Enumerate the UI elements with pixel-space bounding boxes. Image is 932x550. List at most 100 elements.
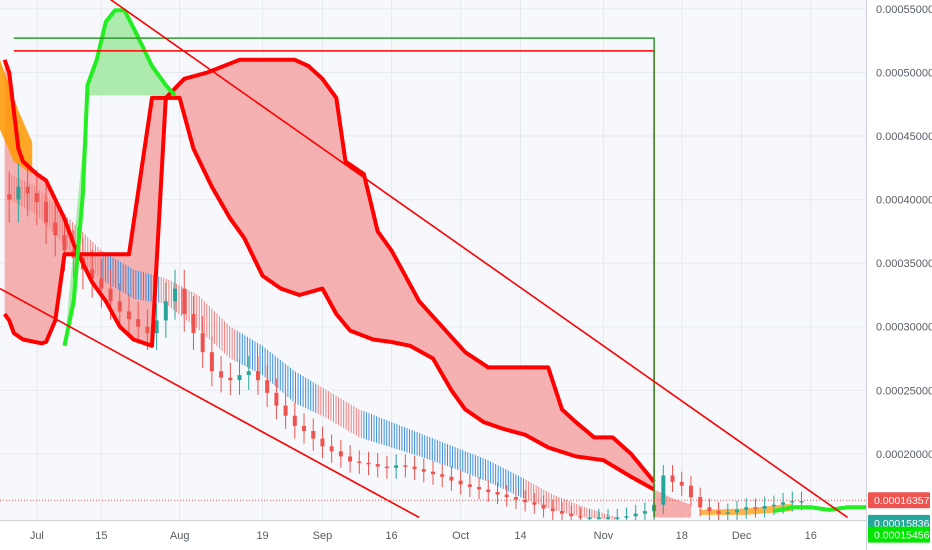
- x-tick-label: 16: [805, 530, 817, 542]
- y-tick-label: 0.00045000: [876, 131, 932, 143]
- candle-body: [495, 492, 500, 495]
- candle-body: [117, 301, 122, 312]
- candle-body: [762, 506, 767, 509]
- candle-body: [513, 497, 518, 500]
- candle-body: [421, 469, 426, 472]
- y-tick-label: 0.00030000: [876, 322, 932, 334]
- candle-body: [320, 438, 325, 447]
- candle-body: [173, 288, 178, 302]
- cloud-line-upper: [2, 57, 656, 484]
- lines-layer: [0, 0, 866, 519]
- candle-body: [255, 371, 260, 381]
- candle-body: [440, 474, 445, 477]
- candle-body: [237, 375, 242, 381]
- candle-body: [219, 371, 224, 378]
- candle-body: [559, 511, 564, 514]
- candle-body: [744, 507, 749, 510]
- cloud-fill-green: [64, 10, 176, 346]
- candle-body: [403, 465, 408, 467]
- candle-body: [486, 489, 491, 493]
- candle-body: [633, 513, 638, 517]
- x-tick-label: 19: [256, 530, 268, 542]
- candle-body: [338, 451, 343, 457]
- x-tick-label: Jul: [30, 530, 44, 542]
- y-tick-label: 0.00050000: [876, 67, 932, 79]
- x-tick-label: Sep: [313, 530, 333, 542]
- candle-body: [274, 392, 279, 406]
- candle-body: [790, 500, 795, 503]
- candle-body: [16, 186, 21, 200]
- candle-body: [292, 415, 297, 426]
- candle-body: [716, 511, 721, 514]
- trendline: [0, 287, 420, 519]
- candle-body: [550, 508, 555, 512]
- candle-body: [7, 194, 12, 200]
- candle-body: [246, 371, 251, 376]
- candle-body: [606, 517, 611, 519]
- candle-body: [431, 471, 435, 475]
- candle-body: [182, 288, 187, 315]
- candle-body: [449, 476, 454, 481]
- x-tick-label: 14: [514, 530, 526, 542]
- candle-body: [283, 405, 288, 416]
- y-tick-label: 0.00035000: [876, 258, 932, 270]
- candle-body: [569, 513, 574, 517]
- candle-body: [191, 314, 196, 334]
- candle-body: [62, 235, 67, 251]
- price-tag: [868, 526, 930, 543]
- candle-body: [394, 465, 399, 468]
- candle-body: [200, 333, 205, 353]
- candle-body: [348, 456, 353, 462]
- candle-body: [707, 507, 712, 512]
- candle-body: [477, 486, 482, 490]
- candle-body: [311, 431, 316, 439]
- candle-body: [53, 222, 58, 236]
- candle-body: [578, 516, 583, 518]
- x-tick-label: 15: [95, 530, 107, 542]
- candles-layer: [7, 163, 804, 527]
- cloud-line-green: [62, 8, 177, 347]
- candle-body: [587, 517, 592, 519]
- band-layer: [8, 174, 618, 520]
- candle-body: [532, 502, 537, 505]
- candle-body: [375, 464, 380, 467]
- candle-body: [541, 504, 546, 509]
- x-tick-label: Oct: [452, 530, 469, 542]
- candle-body: [302, 425, 307, 432]
- x-tick-label: Aug: [170, 530, 190, 542]
- candle-body: [679, 481, 684, 486]
- cloud-fill-red: [4, 59, 655, 490]
- x-tick-label: 18: [676, 530, 688, 542]
- candle-body: [523, 499, 528, 503]
- cloud-line-lower: [2, 95, 656, 492]
- candle-body: [467, 484, 472, 487]
- time-axis-panel: [0, 520, 866, 550]
- candle-body: [596, 517, 601, 519]
- candle-body: [154, 320, 159, 334]
- candle-body: [209, 352, 214, 372]
- candle-body: [771, 504, 776, 507]
- y-tick-label: 0.00025000: [876, 385, 932, 397]
- y-tick-label: 0.00040000: [876, 195, 932, 207]
- x-tick-label: Dec: [732, 530, 752, 542]
- candle-body: [108, 288, 113, 302]
- candle-body: [126, 311, 131, 320]
- candle-body: [228, 377, 233, 381]
- y-tick-label: 0.00020000: [876, 449, 932, 461]
- candle-body: [329, 446, 334, 452]
- candle-body: [688, 485, 693, 498]
- trendline: [109, 0, 849, 519]
- candle-body: [25, 186, 30, 194]
- candle-body: [661, 475, 666, 505]
- candle-body: [458, 480, 463, 485]
- price-tag-label: 0.00016357: [874, 495, 930, 507]
- candle-body: [145, 326, 150, 334]
- candle-body: [781, 502, 786, 505]
- candle-body: [624, 516, 629, 518]
- horizontal-level-line: [13, 37, 655, 518]
- candle-body: [615, 517, 620, 519]
- candle-body: [412, 466, 417, 470]
- candle-body: [504, 494, 509, 498]
